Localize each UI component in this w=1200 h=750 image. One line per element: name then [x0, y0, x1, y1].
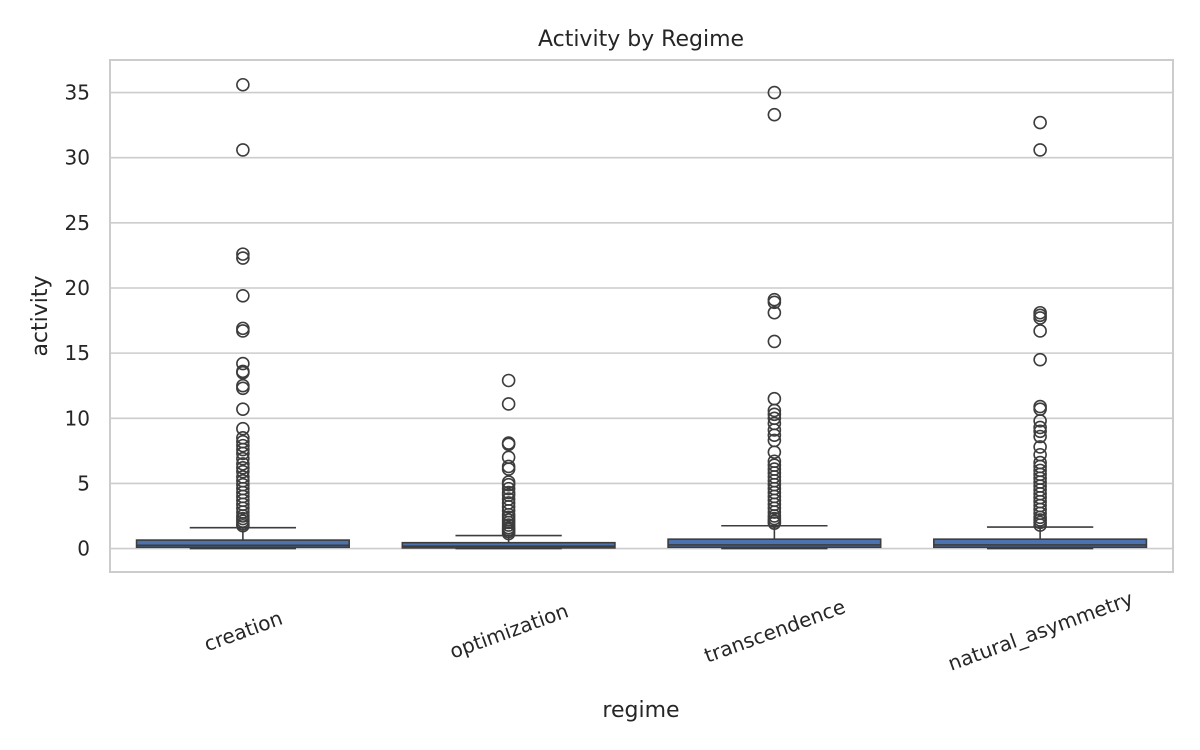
outlier-point — [767, 107, 782, 122]
y-tick-label: 10 — [65, 406, 90, 430]
outlier-point — [1033, 324, 1047, 338]
box-group-transcendence — [667, 85, 882, 550]
outlier-point — [767, 292, 782, 307]
outlier-point — [767, 391, 782, 406]
outlier-point — [501, 481, 516, 496]
outlier-point — [236, 365, 250, 380]
outlier-point — [767, 501, 782, 515]
outlier-point — [236, 143, 250, 157]
outlier-point — [236, 251, 250, 265]
box-iqr — [667, 538, 882, 549]
outlier-point — [236, 77, 250, 92]
box-group-creation — [135, 77, 350, 550]
x-tick-label: transcendence — [701, 594, 849, 667]
x-axis-title: regime — [602, 698, 679, 723]
outlier-point — [1033, 502, 1047, 517]
outlier-point — [1033, 308, 1047, 323]
plot-frame — [109, 59, 1174, 573]
x-tick-labels: creation optimization transcendence natural… — [201, 586, 1137, 675]
outlier-point — [1033, 518, 1047, 532]
outlier-point — [236, 442, 250, 457]
x-tick-label: optimization — [446, 598, 571, 663]
boxes-layer — [135, 77, 1148, 550]
outlier-point — [236, 438, 250, 453]
outlier-point — [236, 457, 250, 471]
y-tick-label: 5 — [77, 471, 90, 495]
outlier-point — [236, 321, 250, 336]
outlier-point — [767, 445, 782, 459]
outlier-point — [501, 373, 516, 388]
grid-layer — [110, 91, 1173, 550]
outlier-point — [236, 378, 250, 393]
outlier-point — [501, 459, 516, 474]
outlier-point — [236, 501, 250, 515]
outlier-point — [236, 289, 250, 303]
outlier-point — [767, 423, 782, 437]
outlier-point — [236, 381, 250, 396]
outlier-point — [767, 305, 782, 320]
y-tick-label: 25 — [65, 211, 90, 235]
box-iqr — [401, 541, 616, 549]
outlier-point — [236, 518, 250, 533]
outlier-point — [236, 421, 250, 436]
outlier-point — [501, 397, 516, 411]
outlier-point — [1033, 420, 1047, 435]
outlier-point — [1033, 115, 1047, 130]
outlier-point — [1033, 440, 1047, 454]
outlier-point — [767, 85, 782, 100]
outlier-point — [767, 428, 782, 443]
box-iqr — [933, 538, 1148, 549]
y-tick-labels: 0 5 10 15 20 25 30 35 — [65, 81, 90, 561]
y-axis-title: activity — [28, 275, 53, 356]
outlier-point — [1033, 311, 1047, 325]
y-tick-label: 15 — [65, 341, 90, 365]
y-tick-label: 0 — [77, 537, 90, 561]
outlier-point — [1033, 429, 1047, 444]
chart-title: Activity by Regime — [538, 27, 744, 52]
outlier-point — [236, 446, 250, 461]
outlier-point — [236, 324, 250, 338]
outlier-point — [1033, 143, 1047, 157]
outlier-point — [501, 437, 516, 452]
outlier-point — [501, 477, 516, 492]
outlier-point — [767, 516, 782, 530]
outlier-point — [1033, 399, 1047, 414]
y-tick-label: 20 — [65, 276, 90, 300]
y-tick-label: 35 — [65, 81, 90, 105]
outlier-point — [1033, 424, 1047, 439]
outlier-point — [1033, 352, 1047, 367]
box-group-natural-asymmetry — [933, 115, 1148, 550]
outlier-point — [767, 295, 782, 310]
outlier-point — [236, 356, 250, 371]
x-tick-label: natural_asymmetry — [945, 586, 1137, 675]
outlier-point — [1033, 414, 1047, 428]
outlier-point — [501, 526, 516, 541]
x-tick-label: creation — [201, 606, 286, 656]
box-iqr — [135, 539, 350, 549]
y-tick-label: 30 — [65, 146, 90, 170]
outlier-point — [236, 464, 250, 479]
outlier-point — [767, 505, 782, 519]
outlier-point — [236, 451, 250, 466]
outlier-point — [501, 500, 516, 514]
outlier-point — [236, 460, 250, 475]
outlier-point — [767, 334, 782, 349]
box-group-optimization — [401, 373, 616, 550]
outlier-point — [236, 402, 250, 416]
outlier-point — [767, 407, 782, 422]
outlier-point — [767, 403, 782, 418]
outlier-point — [236, 247, 250, 261]
outlier-point — [1033, 402, 1047, 416]
outlier-point — [501, 462, 516, 476]
